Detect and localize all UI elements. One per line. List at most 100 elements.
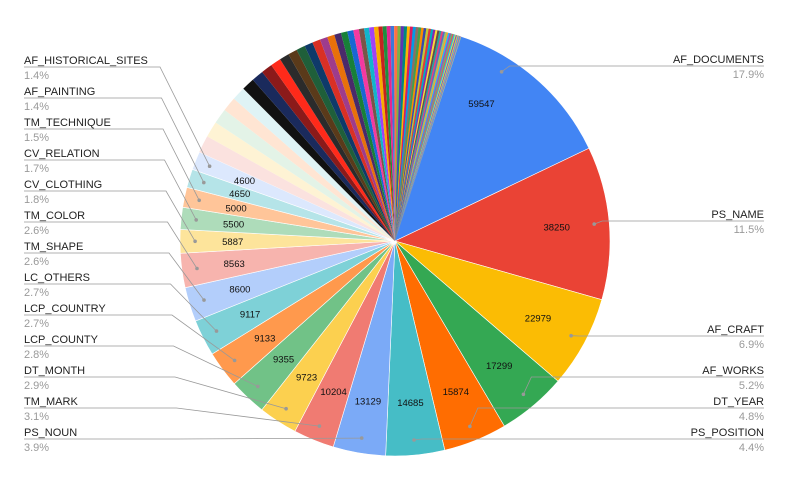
slice-percent: 5.2% (739, 380, 764, 392)
leader-line (24, 190, 196, 242)
slice-minor-51 (395, 26, 411, 242)
slice-minor-52 (395, 26, 414, 242)
leader-dot (412, 438, 416, 442)
value-label: 8563 (224, 259, 245, 270)
leader-dot (317, 424, 322, 428)
slice-minor-41 (369, 27, 395, 241)
slice-minor-59 (395, 28, 432, 241)
slice-minor-57 (395, 27, 427, 241)
slice-minor-39 (358, 28, 395, 241)
slice-label: TM_COLOR (24, 210, 85, 222)
slice-minor-47 (394, 25, 398, 242)
slice-label: TM_MARK (24, 396, 78, 408)
leader-line (24, 283, 217, 332)
slice-percent: 6.9% (739, 339, 764, 351)
slice-minor-74 (395, 34, 456, 241)
slice-label: PS_NOUN (24, 427, 77, 439)
slice-label: TM_TECHNIQUE (24, 117, 111, 129)
leader-dot (193, 239, 197, 244)
leader-dot (499, 70, 504, 74)
slice-minor-43 (378, 26, 395, 241)
leader-line (24, 345, 258, 387)
slice-minor-60 (395, 29, 434, 241)
slice-label: LCP_COUNTRY (24, 303, 106, 315)
value-label: 15874 (443, 387, 469, 398)
slice-label: PS_POSITION (691, 427, 764, 439)
slice-minor-62 (395, 29, 438, 242)
slice-percent: 17.9% (733, 69, 764, 81)
slice-label: AF_HISTORICAL_SITES (24, 55, 148, 67)
leader-dot (232, 358, 237, 363)
slice-minor-61 (395, 29, 436, 241)
leader-line (24, 159, 197, 221)
value-label: 14685 (397, 398, 423, 409)
slice-minor-44 (382, 26, 395, 241)
value-label: 9355 (273, 355, 294, 366)
slice-percent: 2.8% (24, 349, 49, 361)
leader-dot (197, 198, 201, 203)
value-label: 9723 (296, 373, 317, 384)
slice-ps-name (394, 147, 611, 301)
leader-dot (207, 164, 212, 168)
leader-line (24, 252, 205, 301)
leader-dot (214, 329, 219, 333)
slice-minor-30 (296, 45, 395, 242)
slice-label: DT_YEAR (713, 396, 764, 408)
slice-minor-45 (386, 26, 395, 241)
leader-dot (202, 180, 206, 185)
value-label: 5887 (222, 237, 243, 248)
slice-label: CV_RELATION (24, 148, 100, 160)
leader-dot (592, 222, 596, 226)
slice-minor-50 (395, 26, 408, 241)
leader-line (523, 376, 764, 395)
leader-line (24, 314, 235, 361)
slice-percent: 1.4% (24, 70, 49, 82)
pie-slices (179, 25, 611, 457)
slice-callouts: AF_DOCUMENTS 17.9% PS_NAME 11.5% AF_CRAFT 6.9… (24, 54, 764, 454)
slice-percent: 1.8% (24, 194, 49, 206)
slice-minor-64 (395, 30, 442, 241)
slice-minor-34 (327, 34, 395, 241)
slice-minor-76 (395, 35, 458, 241)
slice-label: DT_MONTH (24, 365, 85, 377)
slice-percent: 2.9% (24, 380, 49, 392)
leader-line (24, 66, 210, 167)
slice-percent: 2.6% (24, 256, 49, 268)
leader-dot (569, 333, 573, 338)
slice-minor-27 (271, 59, 395, 241)
slice-minor-72 (395, 33, 454, 241)
leader-line (24, 97, 205, 183)
slice-minor-65 (395, 31, 444, 241)
slice-af-historical-sites (191, 151, 396, 242)
slice-percent: 4.8% (739, 411, 764, 423)
leader-dot (359, 436, 364, 440)
slice-label: CV_CLOTHING (24, 179, 102, 191)
value-label: 9133 (254, 333, 275, 344)
leader-line (24, 376, 287, 410)
slice-minor-49 (395, 26, 405, 241)
slice-minor-77 (395, 35, 459, 241)
slice-minor-80 (395, 36, 461, 241)
value-label: 8600 (229, 285, 250, 296)
slice-percent: 2.7% (24, 287, 49, 299)
slice-minor-29 (288, 49, 395, 241)
leader-line (501, 65, 764, 73)
slice-percent: 2.7% (24, 318, 49, 330)
slice-label: AF_DOCUMENTS (673, 54, 764, 66)
leader-line (594, 220, 764, 225)
value-label: 38250 (543, 223, 569, 234)
leader-line (24, 437, 362, 440)
value-label: 5500 (223, 219, 244, 230)
slice-percent: 1.4% (24, 101, 49, 113)
slice-label: AF_PAINTING (24, 86, 95, 98)
slice-label: PS_NAME (711, 209, 764, 221)
slice-minor-68 (395, 32, 449, 241)
slice-minor-58 (395, 28, 429, 241)
slice-minor-21 (215, 109, 395, 241)
slice-label: LC_OTHERS (24, 272, 90, 284)
value-label: 4650 (229, 189, 250, 200)
leader-dot (521, 392, 526, 397)
slice-minor-25 (252, 71, 395, 241)
slice-minor-23 (233, 88, 395, 242)
